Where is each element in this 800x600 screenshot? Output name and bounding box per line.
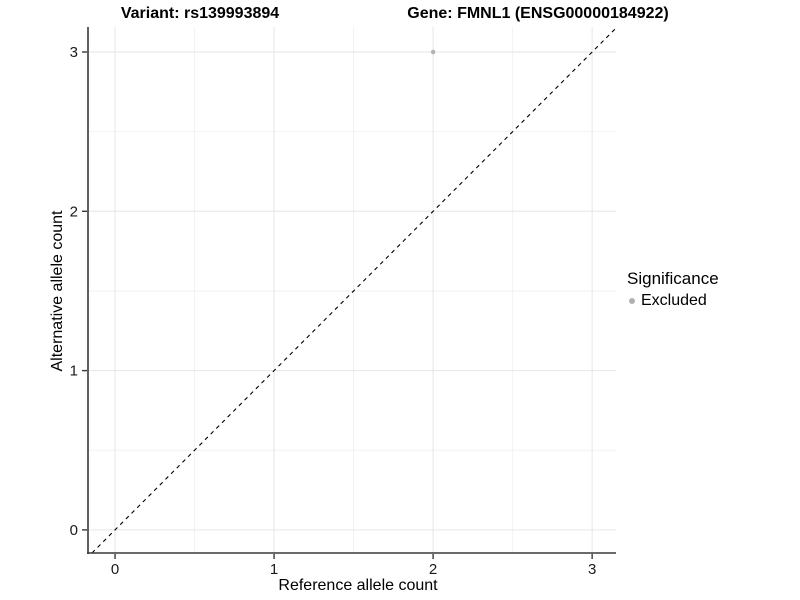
y-tick-label: 2: [70, 203, 78, 220]
x-tick-label: 1: [270, 561, 278, 578]
y-tick-label: 3: [70, 44, 78, 61]
legend-point-icon: [629, 298, 635, 304]
y-tick-label: 0: [70, 522, 78, 539]
x-axis-title: Reference allele count: [278, 577, 438, 594]
legend: Significance Excluded: [627, 269, 719, 310]
x-tick-label: 0: [111, 561, 119, 578]
legend-item-label: Excluded: [641, 292, 707, 309]
gene-title: Gene: FMNL1 (ENSG00000184922): [407, 5, 669, 22]
y-tick-label: 1: [70, 363, 78, 380]
y-axis-title: Alternative allele count: [49, 210, 66, 372]
x-tick-label: 2: [429, 561, 437, 578]
x-tick-label: 3: [588, 561, 596, 578]
legend-item-excluded: Excluded: [627, 292, 719, 310]
variant-title: Variant: rs139993894: [120, 5, 280, 22]
legend-title: Significance: [627, 269, 719, 288]
data-point: [430, 49, 436, 55]
identity-dashed-line: [91, 27, 617, 554]
